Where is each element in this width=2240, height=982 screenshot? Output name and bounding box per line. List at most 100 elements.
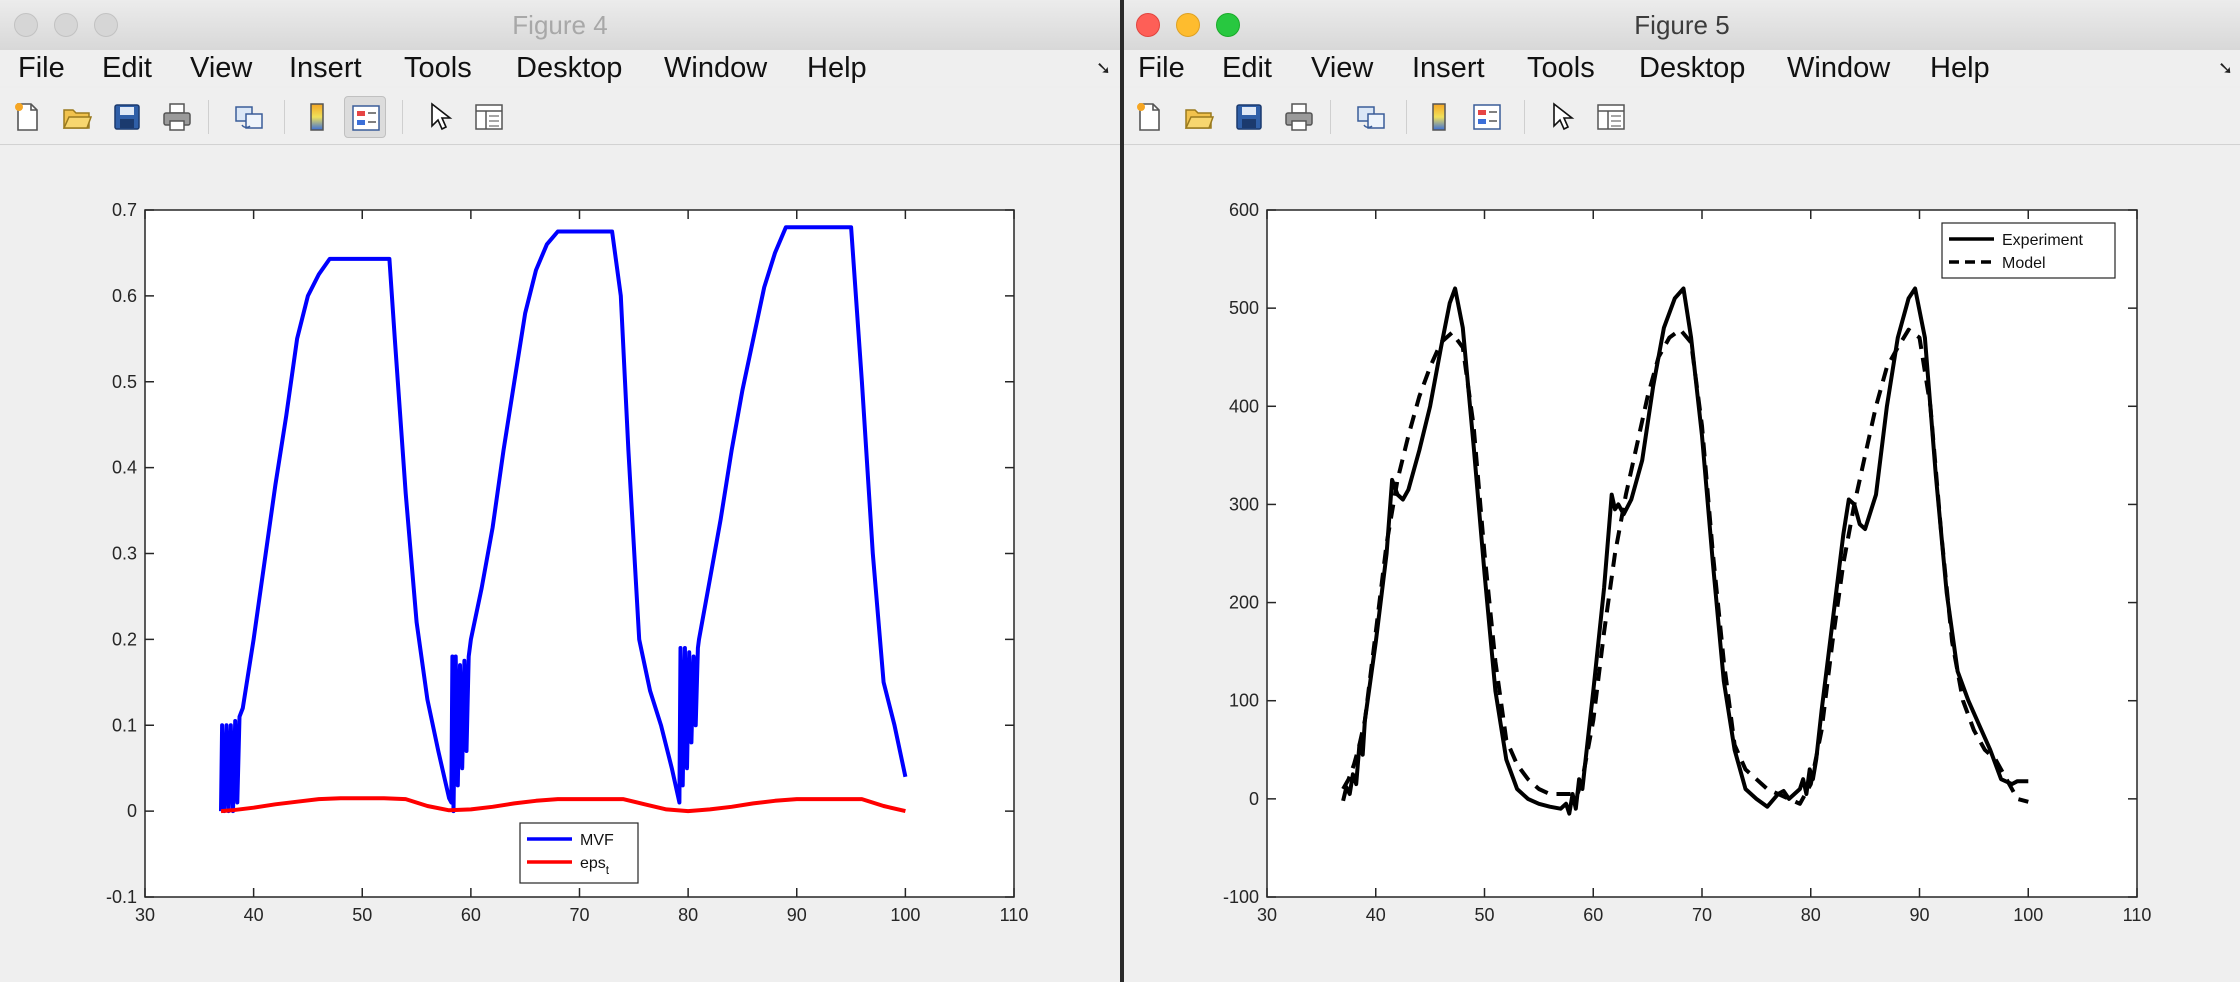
y-tick-label: 200: [1229, 593, 1259, 613]
y-tick-label: 0.7: [112, 200, 137, 220]
close-icon[interactable]: [1136, 13, 1160, 37]
x-tick-label: 90: [1909, 905, 1929, 925]
series-line-eps-t: [220, 796, 906, 814]
y-tick-label: 300: [1229, 494, 1259, 514]
y-tick-label: 600: [1229, 200, 1259, 220]
x-tick-label: 90: [787, 905, 807, 925]
menu-view[interactable]: View: [190, 52, 253, 84]
print-icon[interactable]: [156, 96, 198, 138]
figure-canvas[interactable]: 30 40 50 60 70 80 90 100 110 -100 0 100 200 300 400 500…: [1124, 146, 2240, 982]
window-divider: [1120, 0, 1124, 982]
menu-insert[interactable]: Insert: [289, 52, 362, 84]
link-icon[interactable]: [228, 96, 270, 138]
open-file-icon[interactable]: [56, 96, 98, 138]
x-tick-label: 100: [2013, 905, 2043, 925]
y-tick-label: 500: [1229, 298, 1259, 318]
legend-label-experiment: Experiment: [2002, 232, 2083, 249]
figure-toolbar: [1124, 88, 2240, 145]
menu-file[interactable]: File: [18, 52, 65, 84]
y-tick-label: -0.1: [106, 887, 137, 907]
chart-legend: Experiment Model: [1941, 222, 2116, 279]
menu-view[interactable]: View: [1311, 52, 1374, 84]
y-tick-label: 400: [1229, 396, 1259, 416]
legend-label-main: eps: [580, 855, 606, 872]
toolbar-separator: [1406, 100, 1407, 134]
window-title: Figure 5: [1634, 10, 1730, 40]
legend-label-subscript: t: [606, 863, 610, 877]
menu-window[interactable]: Window: [664, 52, 768, 84]
colorbar-icon[interactable]: [296, 96, 338, 138]
legend-label-main: Model: [2002, 255, 2046, 272]
x-tick-label: 110: [2123, 905, 2152, 925]
x-tick-label: 30: [1257, 905, 1277, 925]
y-tick-label: 0.3: [112, 544, 137, 564]
x-tick-label: 60: [1583, 905, 1603, 925]
save-icon[interactable]: [106, 96, 148, 138]
x-tick-label: 30: [135, 905, 155, 925]
menu-help[interactable]: Help: [1930, 52, 1990, 84]
menu-help[interactable]: Help: [807, 52, 867, 84]
colorbar-icon[interactable]: [1418, 96, 1460, 138]
y-tick-label: 0.5: [112, 372, 137, 392]
pointer-icon[interactable]: [418, 96, 460, 138]
maximize-icon[interactable]: [94, 13, 118, 37]
title-bar[interactable]: Figure 4: [0, 0, 1120, 51]
chart-figure-4: 30 40 50 60 70 80 90 100 110 -0.1 0 0.1 0.2 0.3 0.4 0.5…: [106, 200, 1029, 925]
dock-figure-icon[interactable]: ➘: [1096, 58, 1112, 78]
y-tick-label: -100: [1223, 887, 1259, 907]
menu-insert[interactable]: Insert: [1412, 52, 1485, 84]
y-tick-label: 0.2: [112, 629, 137, 649]
pointer-icon[interactable]: [1540, 96, 1582, 138]
dock-figure-icon[interactable]: ➘: [2218, 58, 2234, 78]
chart-figure-5: 30 40 50 60 70 80 90 100 110 -100 0 100 200 300 400 500…: [1223, 200, 2152, 925]
plot-area: [144, 209, 1015, 898]
link-icon[interactable]: [1350, 96, 1392, 138]
menu-edit[interactable]: Edit: [102, 52, 152, 84]
menu-tools[interactable]: Tools: [1527, 52, 1595, 84]
title-bar[interactable]: Figure 5: [1124, 0, 2240, 51]
y-tick-label: 0.4: [112, 458, 137, 478]
x-tick-label: 40: [244, 905, 264, 925]
minimize-icon[interactable]: [54, 13, 78, 37]
legend-icon[interactable]: [1466, 96, 1508, 138]
save-icon[interactable]: [1228, 96, 1270, 138]
figure-4-window: Figure 4 File Edit View Insert Tools Des…: [0, 0, 1120, 982]
x-tick-label: 50: [1474, 905, 1494, 925]
menu-desktop[interactable]: Desktop: [1639, 52, 1746, 84]
series-line-mvf: [219, 225, 908, 814]
y-tick-label: 0.6: [112, 286, 137, 306]
x-tick-label: 100: [890, 905, 920, 925]
menu-bar: File Edit View Insert Tools Desktop Wind…: [0, 50, 1120, 86]
x-tick-label: 80: [678, 905, 698, 925]
open-file-icon[interactable]: [1178, 96, 1220, 138]
legend-label-main: MVF: [580, 832, 614, 849]
menu-desktop[interactable]: Desktop: [516, 52, 623, 84]
legend-icon[interactable]: [344, 96, 386, 138]
menu-bar: File Edit View Insert Tools Desktop Wind…: [1124, 50, 2240, 86]
x-tick-label: 40: [1366, 905, 1386, 925]
print-icon[interactable]: [1278, 96, 1320, 138]
property-inspector-icon[interactable]: [468, 96, 510, 138]
minimize-icon[interactable]: [1176, 13, 1200, 37]
x-tick-label: 110: [1000, 905, 1029, 925]
new-figure-icon[interactable]: [1128, 96, 1170, 138]
legend-label-mvf: MVF: [580, 832, 614, 849]
new-figure-icon[interactable]: [6, 96, 48, 138]
menu-tools[interactable]: Tools: [404, 52, 472, 84]
y-tick-label: 0.1: [112, 715, 137, 735]
y-tick-label: 0: [1249, 789, 1259, 809]
close-icon[interactable]: [14, 13, 38, 37]
maximize-icon[interactable]: [1216, 13, 1240, 37]
figure-canvas[interactable]: 30 40 50 60 70 80 90 100 110 -0.1 0 0.1 0.2 0.3 0.4 0.5…: [0, 146, 1120, 982]
toolbar-separator: [284, 100, 285, 134]
series-line-experiment: [1341, 286, 2029, 816]
x-tick-label: 80: [1801, 905, 1821, 925]
menu-window[interactable]: Window: [1787, 52, 1891, 84]
property-inspector-icon[interactable]: [1590, 96, 1632, 138]
legend-box: [519, 822, 639, 884]
menu-file[interactable]: File: [1138, 52, 1185, 84]
toolbar-separator: [1330, 100, 1331, 134]
legend-label-model: Model: [2002, 255, 2046, 272]
figure-5-window: Figure 5 File Edit View Insert Tools Des…: [1124, 0, 2240, 982]
menu-edit[interactable]: Edit: [1222, 52, 1272, 84]
